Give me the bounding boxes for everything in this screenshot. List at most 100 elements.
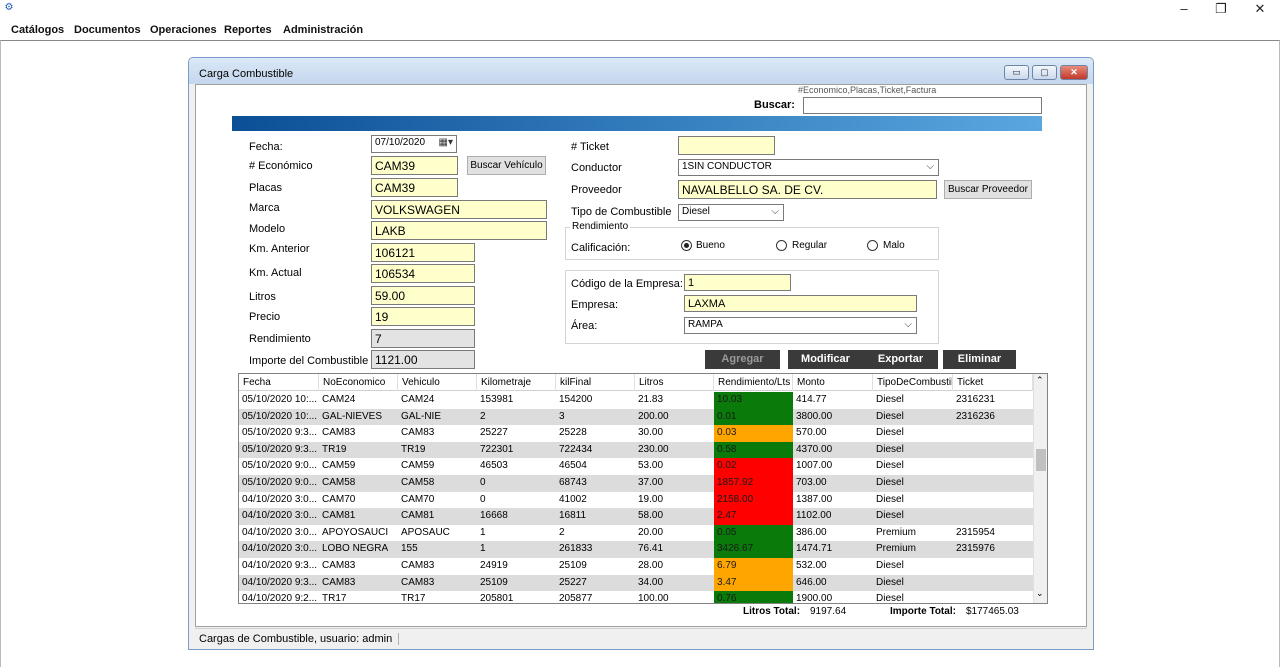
- radio-bueno[interactable]: [681, 240, 692, 251]
- table-row[interactable]: 04/10/2020 3:0... APOYOSAUCI APOSAUC 1 2 20.0…: [239, 524, 1033, 542]
- radio-regular[interactable]: [776, 240, 787, 251]
- cell-rendimiento[interactable]: 3.47: [714, 574, 793, 592]
- table-row[interactable]: 05/10/2020 10:... CAM24 CAM24 153981 154200 2…: [239, 392, 1033, 409]
- cell-rendimiento[interactable]: 2158.00: [714, 491, 793, 509]
- cell-rendimiento[interactable]: 0.58: [714, 441, 793, 459]
- col-vehiculo[interactable]: Vehiculo: [398, 374, 477, 391]
- child-title-bar[interactable]: Carga Combustible ▭ ▢ ✕: [189, 58, 1093, 84]
- cell-kilfinal[interactable]: 68743: [559, 477, 587, 488]
- cell-rendimiento[interactable]: 0.01: [714, 408, 793, 426]
- km-anterior-input[interactable]: 106121: [371, 243, 475, 262]
- scroll-up-icon[interactable]: ⌃: [1036, 375, 1044, 385]
- cell-kilfinal[interactable]: 41002: [559, 493, 587, 505]
- cell-kilfinal[interactable]: 25227: [559, 576, 587, 588]
- cell-noeconomico[interactable]: APOYOSAUCI: [322, 526, 389, 538]
- cell-litros[interactable]: 58.00: [638, 510, 664, 522]
- empresa-input[interactable]: LAXMA: [684, 295, 917, 312]
- cell-litros[interactable]: 20.00: [638, 526, 664, 538]
- table-row[interactable]: 04/10/2020 3:0... CAM81 CAM81 16668 16811 58.…: [239, 508, 1033, 525]
- cell-kilometraje[interactable]: 0: [480, 493, 486, 505]
- child-restore-button[interactable]: ▢: [1032, 65, 1057, 80]
- cell-kilfinal[interactable]: 722434: [559, 443, 593, 455]
- cell-kilfinal[interactable]: 46504: [559, 460, 587, 472]
- proveedor-input[interactable]: NAVALBELLO SA. DE CV.: [678, 180, 937, 199]
- cell-kilfinal[interactable]: 154200: [559, 394, 593, 405]
- cell-kilometraje[interactable]: 25227: [480, 427, 508, 439]
- cell-litros[interactable]: 34.00: [638, 576, 664, 588]
- cell-kilfinal[interactable]: 205877: [559, 593, 593, 604]
- cell-ticket[interactable]: [953, 442, 1033, 459]
- cell-kilometraje[interactable]: 46503: [480, 460, 508, 472]
- litros-input[interactable]: 59.00: [371, 286, 475, 305]
- cell-kilometraje[interactable]: 2: [480, 410, 486, 422]
- cell-monto[interactable]: 570.00: [796, 427, 827, 439]
- cell-rendimiento[interactable]: 0.05: [714, 524, 793, 542]
- cell-tipo[interactable]: Diesel: [876, 493, 904, 505]
- km-actual-input[interactable]: 106534: [371, 264, 475, 283]
- cell-fecha[interactable]: 04/10/2020 3:0...: [242, 526, 318, 538]
- table-row[interactable]: 04/10/2020 9:3... CAM83 CAM83 25109 25227 34.…: [239, 574, 1033, 592]
- window-restore-button[interactable]: ❐: [1215, 1, 1227, 16]
- marca-input[interactable]: VOLKSWAGEN: [371, 200, 547, 219]
- cell-vehiculo[interactable]: CAM59: [401, 460, 435, 472]
- cell-noeconomico[interactable]: CAM83: [322, 427, 356, 439]
- table-row[interactable]: 04/10/2020 9:2... TR17 TR17 205801 205877 100…: [239, 591, 1033, 604]
- cell-tipo[interactable]: Premium: [876, 526, 917, 538]
- search-input[interactable]: [803, 97, 1042, 114]
- cell-vehiculo[interactable]: CAM83: [401, 427, 435, 439]
- cell-vehiculo[interactable]: CAM24: [401, 394, 435, 405]
- agregar-button[interactable]: Agregar: [705, 350, 780, 369]
- cell-fecha[interactable]: 04/10/2020 3:0...: [242, 543, 318, 555]
- col-monto[interactable]: Monto: [793, 374, 873, 391]
- fecha-datepicker[interactable]: 07/10/2020 ▦▾: [371, 135, 457, 153]
- scroll-down-icon[interactable]: ⌄: [1036, 588, 1044, 598]
- cell-rendimiento[interactable]: 0.76: [714, 591, 793, 603]
- cell-vehiculo[interactable]: CAM70: [401, 493, 435, 505]
- placas-input[interactable]: CAM39: [371, 178, 458, 197]
- cell-vehiculo[interactable]: CAM58: [401, 477, 435, 488]
- cell-noeconomico[interactable]: CAM81: [322, 510, 356, 522]
- cell-ticket[interactable]: [953, 508, 1033, 525]
- cell-ticket[interactable]: [953, 425, 1033, 442]
- economico-input[interactable]: CAM39: [371, 156, 458, 175]
- cell-vehiculo[interactable]: APOSAUC: [401, 526, 450, 538]
- cell-rendimiento[interactable]: 3426.67: [714, 541, 793, 558]
- table-row[interactable]: 04/10/2020 3:0... LOBO NEGRA 155 1 261833 76.…: [239, 541, 1033, 558]
- cell-tipo[interactable]: Diesel: [876, 477, 904, 488]
- cell-fecha[interactable]: 05/10/2020 9:0...: [242, 460, 318, 472]
- col-kilometraje[interactable]: Kilometraje: [477, 374, 556, 391]
- menu-documentos[interactable]: Documentos: [74, 24, 141, 36]
- cell-monto[interactable]: 646.00: [796, 576, 827, 588]
- cell-fecha[interactable]: 05/10/2020 10:...: [242, 394, 318, 405]
- tipo-combustible-select[interactable]: Diesel ⌵: [678, 204, 784, 221]
- col-kilfinal[interactable]: kilFinal: [556, 374, 635, 391]
- cell-kilometraje[interactable]: 0: [480, 477, 486, 488]
- cell-fecha[interactable]: 05/10/2020 9:3...: [242, 443, 318, 455]
- cell-fecha[interactable]: 04/10/2020 9:3...: [242, 576, 318, 588]
- cell-ticket[interactable]: 2316236: [956, 410, 995, 422]
- cell-tipo[interactable]: Diesel: [876, 427, 904, 439]
- cell-rendimiento[interactable]: 0.02: [714, 458, 793, 475]
- cell-fecha[interactable]: 04/10/2020 3:0...: [242, 493, 318, 505]
- cell-ticket[interactable]: [953, 591, 1033, 603]
- cell-kilfinal[interactable]: 3: [559, 410, 565, 422]
- cell-kilometraje[interactable]: 153981: [480, 394, 514, 405]
- cell-rendimiento[interactable]: 2.47: [714, 508, 793, 525]
- cell-tipo[interactable]: Diesel: [876, 410, 904, 422]
- col-ticket[interactable]: Ticket: [953, 374, 1033, 391]
- cell-tipo[interactable]: Diesel: [876, 460, 904, 472]
- window-close-button[interactable]: ✕: [1254, 1, 1266, 16]
- menu-reportes[interactable]: Reportes: [224, 24, 272, 36]
- cell-tipo[interactable]: Diesel: [876, 443, 904, 455]
- cell-fecha[interactable]: 04/10/2020 9:2...: [242, 593, 318, 604]
- eliminar-button[interactable]: Eliminar: [943, 350, 1016, 369]
- cell-kilfinal[interactable]: 25109: [559, 560, 587, 571]
- cell-vehiculo[interactable]: 155: [401, 543, 418, 555]
- cell-ticket[interactable]: [953, 558, 1033, 575]
- cell-litros[interactable]: 230.00: [638, 443, 669, 455]
- cell-litros[interactable]: 200.00: [638, 410, 669, 422]
- col-noeconomico[interactable]: NoEconomico: [319, 374, 398, 391]
- radio-malo[interactable]: [867, 240, 878, 251]
- table-row[interactable]: 05/10/2020 9:3... TR19 TR19 722301 722434 230…: [239, 441, 1033, 459]
- cell-fecha[interactable]: 04/10/2020 9:3...: [242, 560, 318, 571]
